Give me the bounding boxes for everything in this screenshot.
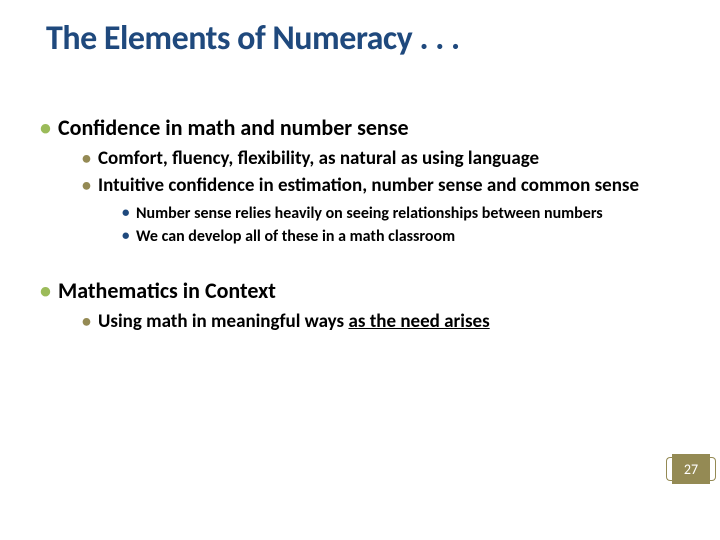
section-1-heading: Confidence in math and number sense [58, 114, 409, 141]
section-1-item-2: Intuitive confidence in estimation, numb… [82, 174, 680, 247]
section-1-item-2-text: Intuitive confidence in estimation, numb… [98, 174, 639, 197]
section-1-item-1: Comfort, fluency, flexibility, as natura… [82, 147, 680, 171]
slide-title: The Elements of Numeracy . . . [46, 18, 680, 59]
section-2: Mathematics in Context Using math in mea… [40, 277, 680, 334]
page-number: 27 [684, 461, 698, 478]
section-1-item-2-subitems: Number sense relies heavily on seeing re… [122, 204, 680, 247]
page-number-badge: 27 [672, 454, 710, 484]
slide: The Elements of Numeracy . . . Confidenc… [0, 0, 720, 540]
section-2-item-1-pre: Using math in meaningful ways [98, 310, 348, 333]
section-1-item-2-sub-2: We can develop all of these in a math cl… [122, 227, 680, 247]
section-2-items: Using math in meaningful ways as the nee… [82, 310, 680, 334]
section-1: Confidence in math and number sense Comf… [40, 114, 680, 247]
section-2-item-1: Using math in meaningful ways as the nee… [82, 310, 680, 334]
section-1-item-2-sub-1: Number sense relies heavily on seeing re… [122, 204, 680, 224]
bullet-list: Confidence in math and number sense Comf… [40, 114, 680, 333]
section-1-items: Comfort, fluency, flexibility, as natura… [82, 147, 680, 247]
section-2-heading: Mathematics in Context [58, 277, 276, 304]
section-1-item-1-text: Comfort, fluency, flexibility, as natura… [98, 147, 539, 170]
section-2-item-1-underlined: as the need arises [348, 310, 489, 333]
